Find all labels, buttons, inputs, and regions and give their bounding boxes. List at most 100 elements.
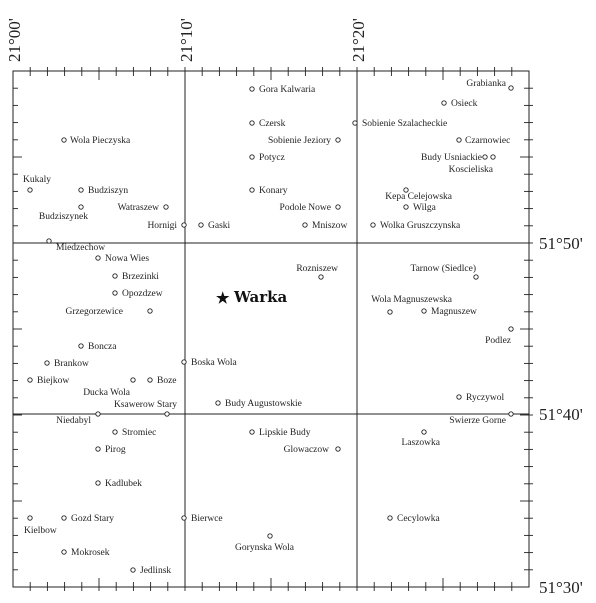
place-label-glowaczow: Glowaczow <box>284 445 330 455</box>
place-marker-grzegorzewice <box>147 308 153 314</box>
place-marker-glowaczow <box>335 446 341 452</box>
latitude-label-51-40: 51°40' <box>539 405 583 424</box>
map-frame <box>12 70 530 588</box>
place-marker-wilga <box>403 204 409 210</box>
place-marker-czarnowiec <box>456 137 462 143</box>
place-label-czersk: Czersk <box>259 119 286 129</box>
place-label-sobienie-szalacheckie: Sobienie Szalacheckie <box>362 119 447 129</box>
place-marker-budy-usniackie <box>482 154 488 160</box>
place-marker-kielbow <box>27 515 33 521</box>
place-marker-gozd-stary <box>61 515 67 521</box>
place-label-ryczywol: Ryczywol <box>466 393 504 403</box>
place-label-brzezinki: Brzezinki <box>122 272 159 282</box>
place-marker-kadlubek <box>95 480 101 486</box>
place-label-rozniszew: Rozniszew <box>296 264 338 274</box>
place-marker-magnuszew <box>421 308 427 314</box>
place-label-nowa-wies: Nowa Wies <box>105 254 149 264</box>
place-label-podole-nowe: Podole Nowe <box>280 203 331 213</box>
warka-star-icon: ★ <box>216 289 230 307</box>
place-label-grzegorzewice: Grzegorzewice <box>66 307 124 317</box>
place-label-bierwce: Bierwce <box>191 514 223 524</box>
place-label-mokrosek: Mokrosek <box>71 548 110 558</box>
main-town: ★ Warka <box>216 288 288 307</box>
place-marker-ryczywol <box>456 394 462 400</box>
place-marker-brankow <box>44 360 50 366</box>
place-label-gorynska-wola: Gorynska Wola <box>235 543 295 553</box>
place-label-kielbow: Kielbow <box>24 526 57 536</box>
place-label-koscieliska: Koscieliska <box>449 165 494 175</box>
longitude-label-21-10: 21°10' <box>177 18 196 62</box>
place-label-hornigi: Hornigi <box>147 221 177 231</box>
latitude-label-51-50: 51°50' <box>539 234 583 253</box>
place-label-konary: Konary <box>259 186 288 196</box>
place-marker-sobienie-szalacheckie <box>352 120 358 126</box>
place-label-magnuszew: Magnuszew <box>431 307 477 317</box>
place-label-budziszynek: Budziszynek <box>39 212 88 222</box>
place-label-wola-magnuszewska: Wola Magnuszewska <box>371 295 453 305</box>
place-marker-bierwce <box>181 515 187 521</box>
place-label-budy-usniackie: Budy Usniackie <box>421 153 482 163</box>
place-label-ksawerow-stary: Ksawerow Stary <box>114 400 177 410</box>
longitude-label-21-00: 21°00' <box>5 18 24 62</box>
place-marker-boncza <box>78 343 84 349</box>
place-marker-stromiec <box>112 429 118 435</box>
place-label-kukaly: Kukaly <box>23 175 51 185</box>
place-marker-hornigi <box>181 222 187 228</box>
place-marker-wola-pieczyska <box>61 137 67 143</box>
place-marker-wola-magnuszewska <box>387 309 393 315</box>
place-marker-miedzechow <box>46 238 52 244</box>
place-marker-mokrosek <box>61 549 67 555</box>
place-marker-budy-augustowskie <box>215 400 221 406</box>
place-label-boska-wola: Boska Wola <box>191 358 238 368</box>
place-marker-podlez <box>508 326 514 332</box>
place-marker-brzezinki <box>112 273 118 279</box>
place-label-mniszow: Mniszow <box>312 221 348 231</box>
place-marker-lipskie-budy <box>249 429 255 435</box>
place-marker-grabianka <box>508 85 514 91</box>
place-marker-rozniszew <box>318 274 324 280</box>
place-label-niedabyl: Niedabyl <box>56 416 91 426</box>
place-marker-osieck <box>441 100 447 106</box>
place-label-pirog: Pirog <box>105 445 126 455</box>
grid-lines <box>13 71 529 587</box>
place-label-opozdzew: Opozdzew <box>122 289 163 299</box>
place-label-cecylowka: Cecylowka <box>397 514 441 524</box>
place-marker-potycz <box>249 154 255 160</box>
place-label-osieck: Osieck <box>451 99 478 109</box>
place-label-sobienie-jeziory: Sobienie Jeziory <box>268 136 331 146</box>
place-label-brankow: Brankow <box>54 359 89 369</box>
place-marker-gorynska-wola <box>267 533 273 539</box>
place-marker-podole-nowe <box>335 204 341 210</box>
place-marker-jedlinsk <box>130 567 136 573</box>
latitude-label-51-30: 51°30' <box>539 578 583 597</box>
place-marker-wolka-gruszczynska <box>370 222 376 228</box>
place-marker-opozdzew <box>112 290 118 296</box>
place-marker-ducka-wola <box>130 377 136 383</box>
place-marker-pirog <box>95 446 101 452</box>
place-label-watraszew: Watraszew <box>118 203 160 213</box>
place-label-tarnow-siedlce: Tarnow (Siedlce) <box>410 263 476 274</box>
place-marker-gaski <box>198 222 204 228</box>
longitude-label-21-20: 21°20' <box>349 18 368 62</box>
place-label-podlez: Podlez <box>485 336 511 346</box>
place-marker-mniszow <box>302 222 308 228</box>
place-label-jedlinsk: Jedlinsk <box>140 566 171 576</box>
border-ticks <box>13 67 533 591</box>
place-marker-boze <box>147 377 153 383</box>
place-label-ducka-wola: Ducka Wola <box>83 388 131 398</box>
place-marker-ksawerow-stary <box>164 411 170 417</box>
place-label-budy-augustowskie: Budy Augustowskie <box>225 399 302 409</box>
place-label-grabianka: Grabianka <box>466 79 506 89</box>
place-label-kadlubek: Kadlubek <box>105 479 142 489</box>
place-label-budziszyn: Budziszyn <box>88 186 128 196</box>
place-marker-kepa-celejowska <box>403 187 409 193</box>
place-marker-nowa-wies <box>95 255 101 261</box>
place-marker-kukaly <box>27 187 33 193</box>
place-marker-gora-kalwaria <box>249 86 255 92</box>
place-label-wilga: Wilga <box>413 203 437 213</box>
place-label-gozd-stary: Gozd Stary <box>71 514 114 524</box>
place-marker-laszowka <box>421 429 427 435</box>
place-label-biejkow: Biejkow <box>37 376 69 386</box>
place-marker-budziszynek <box>78 204 84 210</box>
